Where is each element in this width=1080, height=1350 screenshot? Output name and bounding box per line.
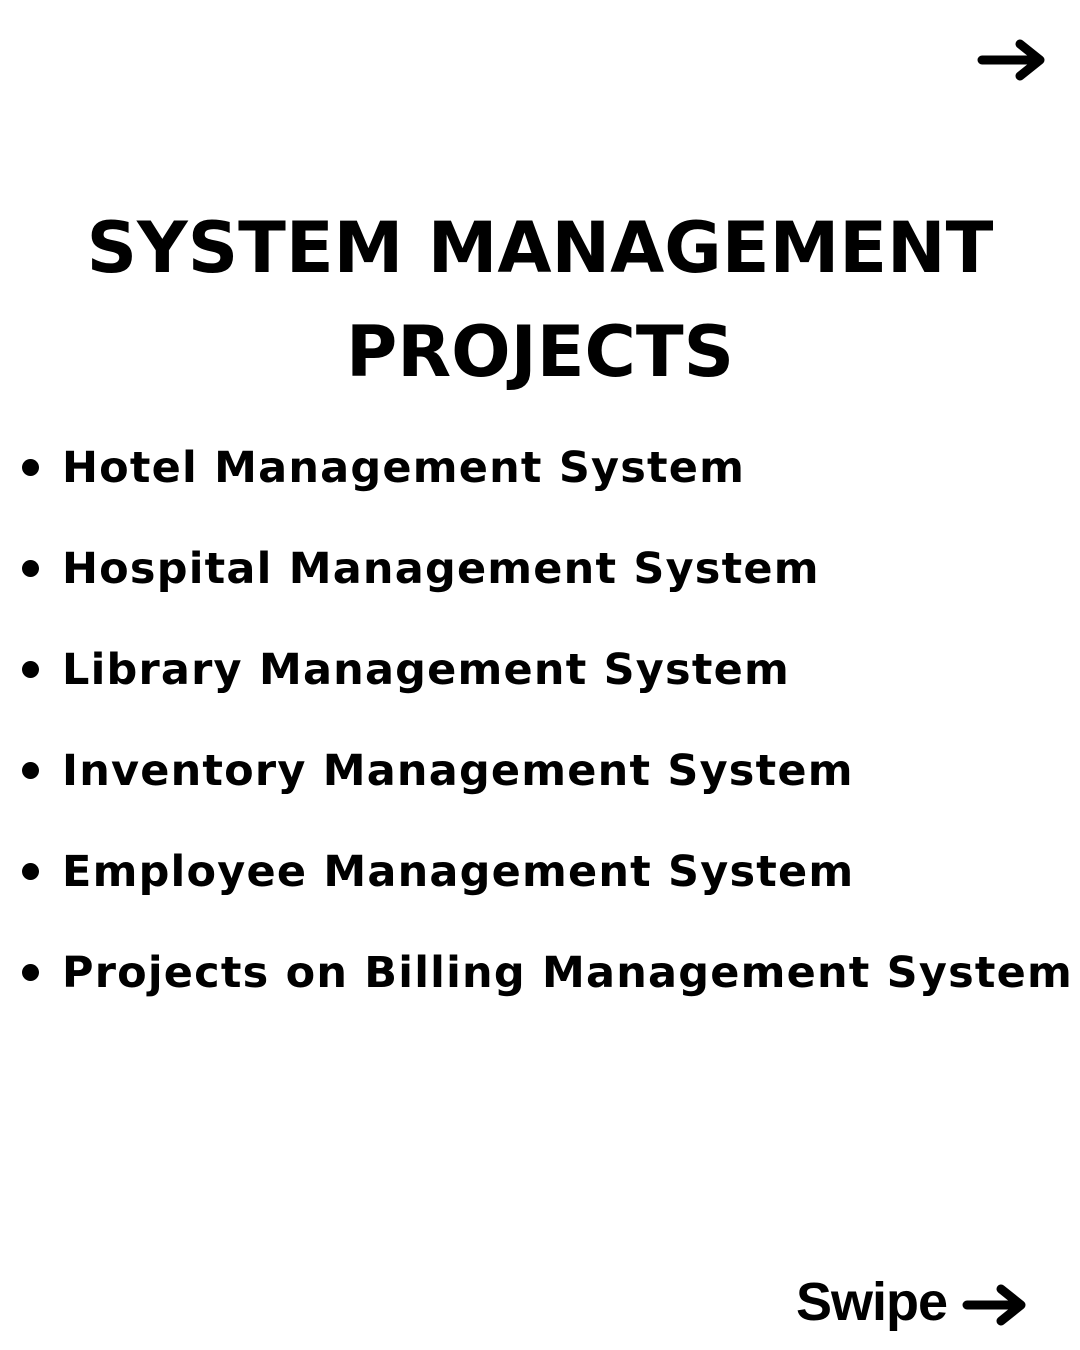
bullet-icon xyxy=(22,762,39,779)
title-line-1: SYSTEM MANAGEMENT xyxy=(86,207,994,289)
bullet-icon xyxy=(22,560,39,577)
list-item: Projects on Billing Management System xyxy=(0,942,1080,1043)
swipe-label: Swipe xyxy=(796,1272,948,1332)
list-item-label: Inventory Management System xyxy=(62,746,854,796)
bullet-icon xyxy=(22,964,39,981)
list-item: Hospital Management System xyxy=(0,538,1080,639)
swipe-button[interactable]: Swipe xyxy=(796,1270,1029,1334)
title-line-2: PROJECTS xyxy=(345,311,735,393)
list-item: Hotel Management System xyxy=(0,437,1080,538)
bullet-icon xyxy=(22,459,39,476)
arrow-right-icon xyxy=(962,1284,1026,1326)
bullet-icon xyxy=(22,661,39,678)
list-item-label: Hospital Management System xyxy=(62,544,820,594)
list-item: Library Management System xyxy=(0,639,1080,740)
list-item-label: Employee Management System xyxy=(62,847,855,897)
bullet-icon xyxy=(22,863,39,880)
list-item-label: Hotel Management System xyxy=(62,443,746,493)
project-list: Hotel Management System Hospital Managem… xyxy=(0,437,1080,1043)
list-item: Inventory Management System xyxy=(0,740,1080,841)
page-title: SYSTEM MANAGEMENT PROJECTS xyxy=(0,196,1080,404)
list-item-label: Projects on Billing Management System xyxy=(62,948,1073,998)
list-item: Employee Management System xyxy=(0,841,1080,942)
arrow-right-icon[interactable] xyxy=(976,36,1048,84)
list-item-label: Library Management System xyxy=(62,645,790,695)
